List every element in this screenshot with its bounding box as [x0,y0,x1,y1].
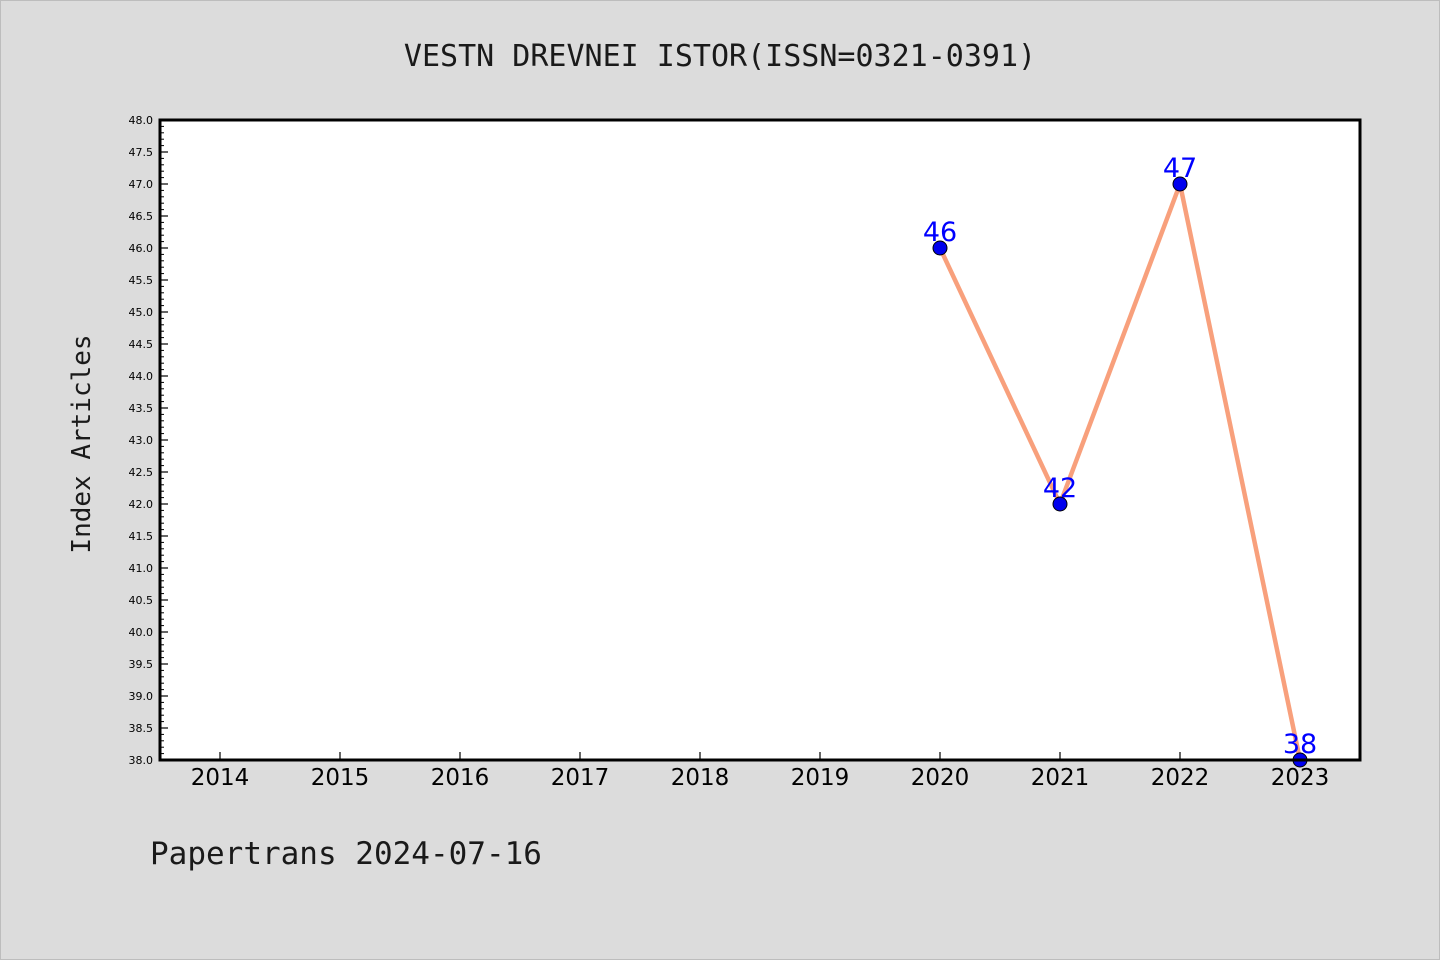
y-tick-label: 40.5 [129,594,154,607]
data-label: 42 [1043,473,1077,504]
x-axis-ticks: 2014 2015 2016 2017 2018 2019 2020 2021 2022 2023 [191,752,1330,791]
y-tick-label: 44.0 [129,370,154,383]
x-tick-label: 2018 [671,765,730,791]
y-tick-label: 47.5 [129,146,154,159]
y-tick-label: 43.5 [129,402,154,415]
y-tick-label: 47.0 [129,178,154,191]
x-tick-label: 2016 [431,765,490,791]
x-tick-label: 2014 [191,765,250,791]
data-label: 38 [1283,729,1317,760]
series-line [937,181,1303,763]
y-axis-label: Index Articles [67,334,97,553]
y-axis-ticks: 38.0 38.5 39.0 39.5 40.0 40.5 41.0 41.5 42.0 42.5… [129,114,168,767]
chart-title: VESTN DREVNEI ISTOR(ISSN=0321-0391) [404,39,1036,74]
data-label: 47 [1163,153,1197,184]
x-tick-label: 2020 [911,765,970,791]
y-tick-label: 45.5 [129,274,154,287]
y-tick-label: 41.0 [129,562,154,575]
y-tick-label: 42.5 [129,466,154,479]
data-point [1172,176,1188,192]
y-tick-label: 45.0 [129,306,154,319]
data-label: 46 [923,217,957,248]
y-tick-label: 40.0 [129,626,154,639]
series-layer: 46 42 47 38 [923,153,1317,768]
x-tick-label: 2023 [1271,765,1330,791]
x-tick-label: 2017 [551,765,610,791]
y-tick-label: 44.5 [129,338,154,351]
y-tick-label: 38.5 [129,722,154,735]
y-tick-label: 46.0 [129,242,154,255]
y-tick-label: 41.5 [129,530,154,543]
y-tick-label: 46.5 [129,210,154,223]
x-tick-label: 2015 [311,765,370,791]
y-tick-label: 39.5 [129,658,154,671]
y-tick-label: 43.0 [129,434,154,447]
footer-credit: Papertrans 2024-07-16 [150,836,542,872]
y-tick-label: 39.0 [129,690,154,703]
y-tick-label: 48.0 [129,114,154,127]
data-point [932,240,948,256]
x-tick-label: 2021 [1031,765,1090,791]
y-tick-label: 38.0 [129,754,154,767]
plot-frame [158,118,1362,762]
x-tick-label: 2019 [791,765,850,791]
x-tick-label: 2022 [1151,765,1210,791]
plot-area [160,120,1360,760]
data-point [1052,496,1068,512]
y-tick-label: 42.0 [129,498,154,511]
